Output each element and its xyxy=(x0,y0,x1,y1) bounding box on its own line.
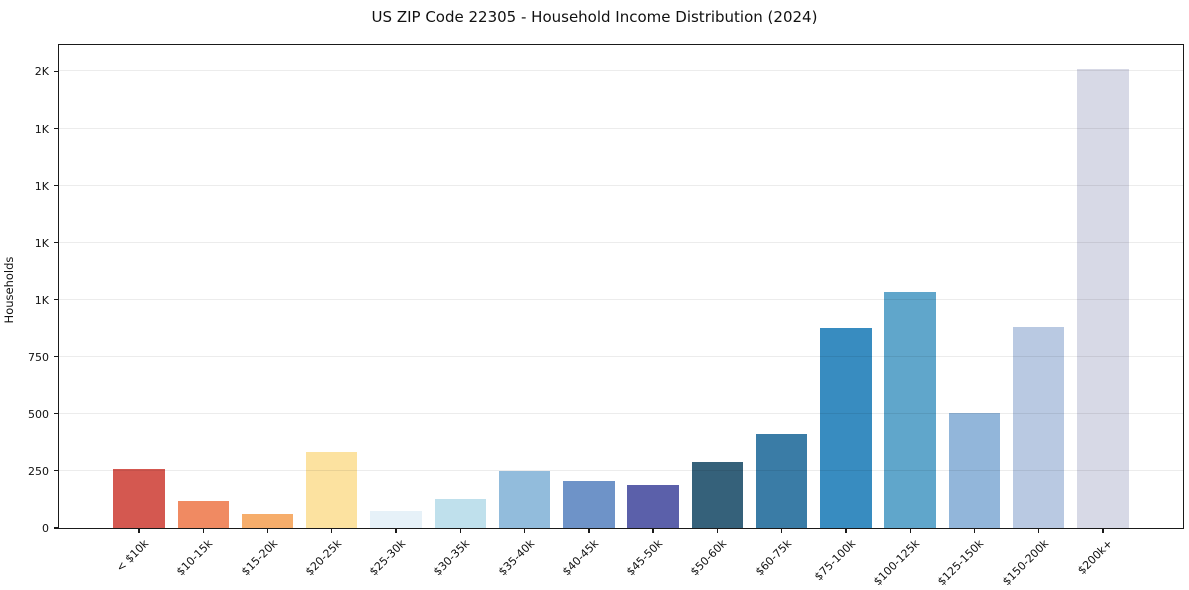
chart-bar-< $10k xyxy=(113,468,165,528)
x-tick-mark xyxy=(331,528,333,533)
chart-bar-$150-200k xyxy=(1013,327,1065,528)
chart-bar-$10-15k xyxy=(177,501,229,528)
y-tick-label: 1K xyxy=(34,122,49,136)
x-tick-mark xyxy=(845,528,847,533)
gridline xyxy=(59,298,1183,300)
gridline xyxy=(59,70,1183,72)
chart-bar-$100-125k xyxy=(884,291,936,528)
chart-bar-$35-40k xyxy=(498,470,551,528)
chart-bar-$25-30k xyxy=(370,511,422,528)
y-tick-label: 500 xyxy=(28,407,49,421)
chart-bar-$15-20k xyxy=(241,514,294,528)
chart-bar-$45-50k xyxy=(627,485,679,528)
y-axis-label: Households xyxy=(2,256,16,324)
x-tick-mark xyxy=(523,528,526,533)
y-tick-label: 0 xyxy=(42,522,49,535)
x-tick-mark xyxy=(716,528,719,533)
y-tick-mark xyxy=(54,413,59,415)
gridline xyxy=(59,355,1183,357)
x-tick-mark xyxy=(395,528,397,533)
x-tick-mark xyxy=(1102,528,1104,533)
x-tick-mark xyxy=(973,528,976,533)
chart-bar-$200k+ xyxy=(1077,68,1129,528)
chart-title: US ZIP Code 22305 - Household Income Dis… xyxy=(371,8,818,26)
y-tick-label: 1K xyxy=(34,179,49,193)
gridline xyxy=(59,184,1183,186)
gridline xyxy=(59,127,1183,129)
y-tick-mark xyxy=(54,241,59,244)
x-tick-mark xyxy=(266,528,269,533)
y-tick-label: 1K xyxy=(34,236,49,250)
y-tick-mark xyxy=(54,184,59,187)
y-tick-mark xyxy=(54,127,59,130)
x-tick-mark xyxy=(588,528,590,533)
y-tick-label: 750 xyxy=(28,350,49,364)
x-tick-mark xyxy=(202,528,204,533)
x-tick-mark xyxy=(459,528,461,533)
y-tick-label: 2K xyxy=(34,65,49,79)
chart-bar-$50-60k xyxy=(691,462,744,528)
y-tick-mark xyxy=(54,70,59,72)
gridline xyxy=(59,469,1183,471)
x-tick-label: < $10k xyxy=(113,537,152,575)
chart-bar-$30-35k xyxy=(434,499,487,528)
chart-bar-$75-100k xyxy=(820,328,872,528)
x-tick-mark xyxy=(909,528,911,533)
y-tick-mark xyxy=(54,527,59,529)
x-tick-mark xyxy=(652,528,654,533)
gridline xyxy=(59,412,1183,414)
plot-area: 0 250 500 750 1K 1K 1K 1K 2K < $10k $10-15k $15-20k… xyxy=(28,44,1184,588)
gridline xyxy=(59,241,1183,243)
x-tick-mark xyxy=(138,528,140,533)
y-tick-mark xyxy=(54,356,59,358)
x-tick-mark xyxy=(781,528,783,533)
chart-bar-$60-75k xyxy=(755,433,808,528)
chart-bar-$125-150k xyxy=(948,412,1001,528)
y-tick-label: 1K xyxy=(34,293,49,307)
chart-bar-$20-25k xyxy=(306,451,358,528)
y-tick-label: 250 xyxy=(28,464,49,478)
chart-bar-$40-45k xyxy=(563,481,615,528)
y-tick-mark xyxy=(54,470,59,472)
y-tick-mark xyxy=(54,298,59,301)
x-tick-mark xyxy=(1038,528,1040,533)
